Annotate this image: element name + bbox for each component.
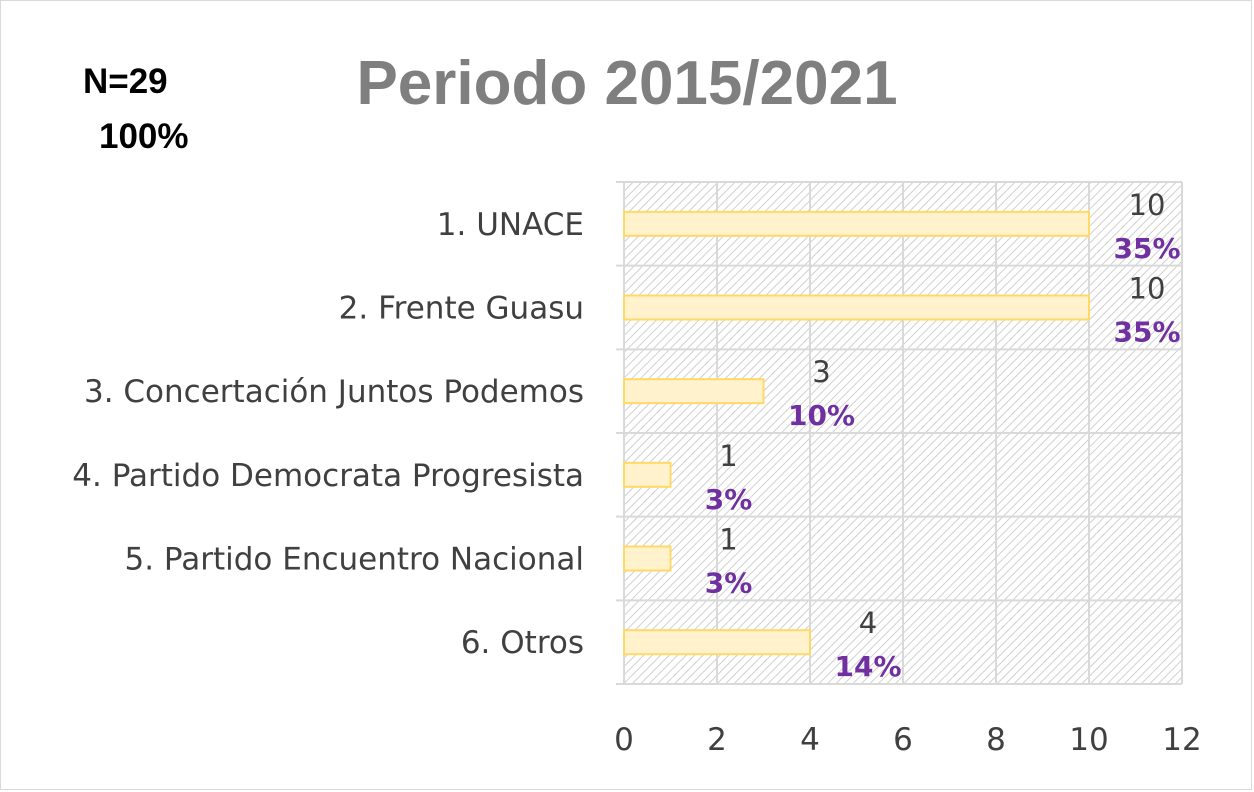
x-tick-label-3: 6 (893, 722, 913, 758)
percent-label-4: 3% (705, 483, 753, 516)
total-percent-label: 100% (99, 117, 189, 156)
value-label-6: 4 (859, 606, 877, 640)
percent-label-5: 3% (705, 567, 753, 600)
value-label-1: 10 (1129, 188, 1166, 222)
bar-6 (623, 629, 811, 656)
value-label-4: 1 (719, 439, 737, 473)
category-label-1: 1. UNACE (437, 207, 584, 243)
bar-4 (623, 461, 672, 488)
value-label-5: 1 (719, 523, 737, 557)
percent-label-3: 10% (788, 399, 855, 432)
x-tick-label-5: 10 (1069, 722, 1108, 758)
x-tick-label-1: 2 (707, 722, 727, 758)
x-tick-label-2: 4 (800, 722, 820, 758)
chart-title: Periodo 2015/2021 (356, 49, 898, 118)
x-tick-label-4: 8 (986, 722, 1006, 758)
percent-label-2: 35% (1113, 316, 1180, 349)
category-label-5: 5. Partido Encuentro Nacional (125, 542, 585, 578)
bar-2 (623, 294, 1090, 321)
bar-3 (623, 378, 765, 405)
sample-size-label: N=29 (83, 62, 168, 101)
category-label-6: 6. Otros (461, 625, 584, 661)
x-tick-label-0: 0 (614, 722, 634, 758)
bar-5 (623, 545, 672, 572)
category-label-2: 2. Frente Guasu (339, 291, 584, 327)
x-tick-label-6: 12 (1162, 722, 1201, 758)
percent-label-1: 35% (1113, 232, 1180, 265)
value-label-3: 3 (812, 355, 830, 389)
percent-label-6: 14% (834, 650, 901, 683)
category-label-3: 3. Concertación Juntos Podemos (84, 374, 584, 410)
bar-1 (623, 210, 1090, 237)
category-label-4: 4. Partido Democrata Progresista (72, 458, 584, 494)
value-label-2: 10 (1129, 272, 1166, 306)
